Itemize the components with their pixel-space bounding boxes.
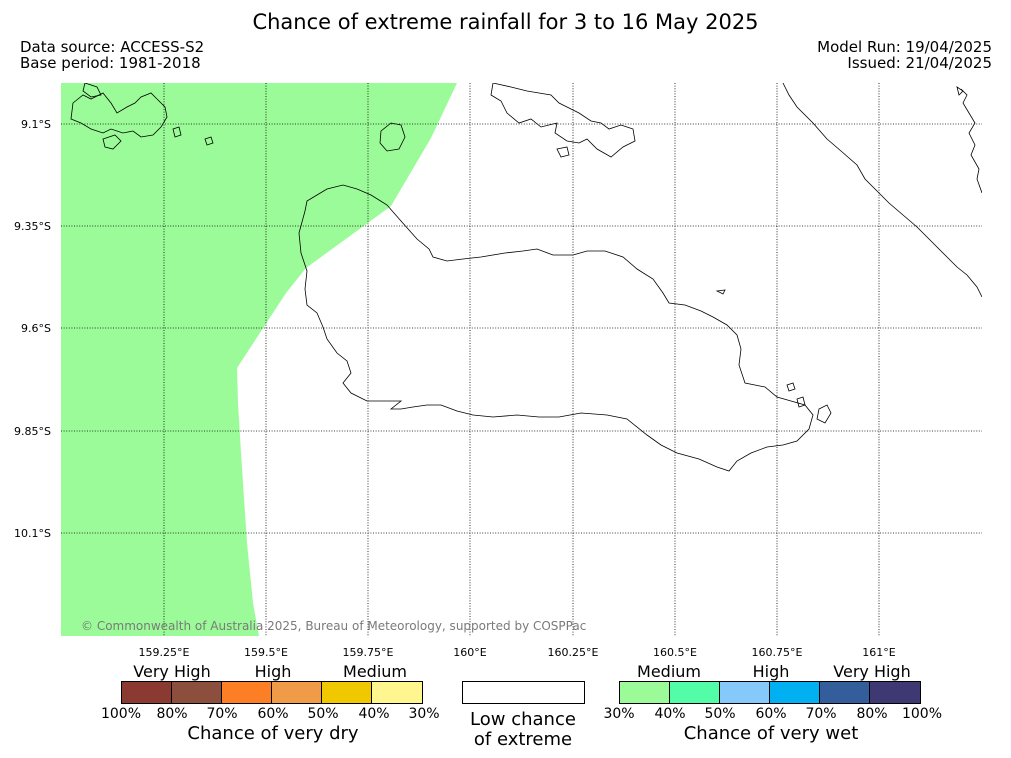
islet (172, 126, 182, 138)
wet-tick: 70% (805, 706, 837, 722)
wet-tick: 60% (755, 706, 787, 722)
lon-label: 159.5°E (244, 646, 288, 659)
low-chance-line1: Low chance (470, 709, 576, 730)
low-chance-line2: of extreme (473, 729, 573, 750)
islet (82, 83, 102, 98)
islet (816, 404, 832, 424)
nggela-islands-coast (490, 83, 636, 158)
issued-date: Issued: 21/04/2025 (847, 54, 992, 72)
dry-tick: 100% (100, 706, 142, 722)
wet-swatch (870, 682, 920, 703)
islet (786, 382, 796, 392)
dry-swatch (172, 682, 222, 703)
dry-category-label: Very High (133, 662, 211, 681)
wet-category-label: Very High (833, 662, 911, 681)
wet-tick: 30% (603, 706, 635, 722)
dry-swatch (372, 682, 422, 703)
dry-legend-title: Chance of very dry (187, 723, 359, 744)
medium-wet-region (61, 83, 457, 636)
copyright-notice: © Commonwealth of Australia 2025, Bureau… (81, 619, 587, 633)
dry-tick: 60% (257, 706, 289, 722)
wet-swatch (770, 682, 820, 703)
lon-label: 160.25°E (547, 646, 599, 659)
lat-label: 9.6°S (21, 322, 51, 335)
wet-swatch (670, 682, 720, 703)
islet (556, 146, 570, 158)
dry-swatch (222, 682, 272, 703)
wet-swatch (820, 682, 870, 703)
dry-tick: 80% (156, 706, 188, 722)
savo-island-coast (379, 122, 406, 152)
wet-category-label: High (752, 662, 790, 681)
wet-tick: 50% (704, 706, 736, 722)
data-source: Data source: ACCESS-S2 (20, 38, 205, 56)
lon-label: 159.25°E (138, 646, 190, 659)
source-info: Data source: ACCESS-S2 Base period: 1981… (20, 39, 204, 71)
low-chance-swatch (462, 681, 585, 704)
base-period: Base period: 1981-2018 (20, 54, 201, 72)
graticule (61, 83, 982, 636)
dry-swatch (122, 682, 172, 703)
lon-label: 160.75°E (751, 646, 803, 659)
wet-category-label: Medium (637, 662, 701, 681)
run-info: Model Run: 19/04/2025 Issued: 21/04/2025 (817, 39, 992, 71)
lon-label: 161°E (862, 646, 896, 659)
dry-swatch (322, 682, 372, 703)
dry-tick: 50% (307, 706, 339, 722)
wet-tick: 40% (654, 706, 686, 722)
lat-label: 9.1°S (21, 118, 51, 131)
northwest-islands-coast (70, 92, 168, 138)
low-chance-label: Low chance of extreme (470, 710, 576, 750)
dry-tick: 40% (358, 706, 390, 722)
map-canvas[interactable] (61, 83, 982, 636)
wet-swatch (620, 682, 670, 703)
dry-swatch (272, 682, 322, 703)
dry-category-label: Medium (343, 662, 407, 681)
dry-tick: 70% (206, 706, 238, 722)
lon-label: 160°E (453, 646, 487, 659)
islet (102, 134, 122, 150)
wet-tick: 100% (901, 706, 943, 722)
lat-label: 9.85°S (14, 425, 51, 438)
wet-legend-title: Chance of very wet (683, 723, 859, 744)
dry-category-label: High (254, 662, 292, 681)
islet (796, 396, 806, 408)
lon-label: 159.75°E (342, 646, 394, 659)
islet (715, 289, 726, 295)
wet-swatch (720, 682, 770, 703)
model-run: Model Run: 19/04/2025 (817, 38, 992, 56)
lon-label: 160.5°E (653, 646, 697, 659)
wet-tick: 80% (856, 706, 888, 722)
lat-label: 9.35°S (14, 220, 51, 233)
malaita-coast (782, 83, 982, 298)
map-title: Chance of extreme rainfall for 3 to 16 M… (252, 10, 759, 34)
dry-tick: 30% (408, 706, 440, 722)
coastlines (70, 83, 982, 472)
islet (204, 136, 214, 146)
malaita-north-coast (960, 88, 982, 194)
lat-label: 10.1°S (14, 527, 51, 540)
islet (956, 86, 964, 96)
dry-color-bar (121, 681, 423, 704)
wet-color-bar (619, 681, 921, 704)
